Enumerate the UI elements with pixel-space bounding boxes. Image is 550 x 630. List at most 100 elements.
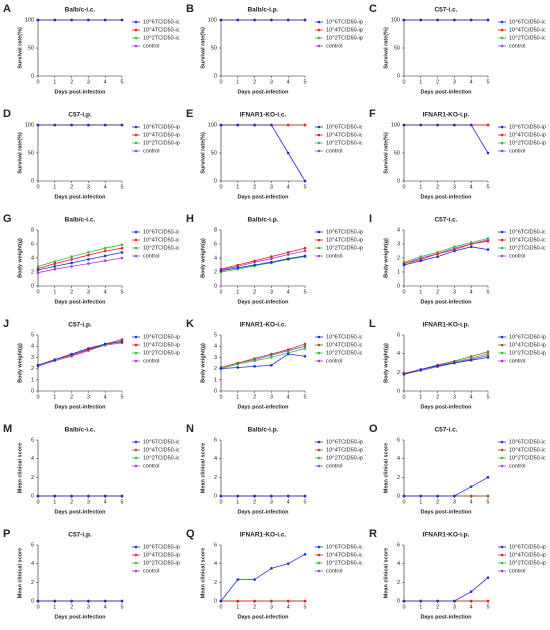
x-tick-label: 2 [436, 604, 439, 610]
data-point [270, 363, 273, 367]
legend-marker [134, 238, 138, 242]
legend-marker [500, 246, 504, 250]
series-line [403, 355, 489, 375]
data-point [36, 268, 40, 272]
data-point [53, 18, 57, 22]
data-point [236, 123, 240, 127]
legend-label: 10^4TCID50-ip [326, 447, 363, 453]
legend-marker [500, 125, 504, 129]
legend-label: 10^6TCID50-ip [326, 439, 363, 445]
data-point [286, 251, 290, 254]
x-tick-label: 0 [219, 79, 222, 85]
data-point [53, 123, 57, 127]
data-point [419, 259, 423, 263]
y-tick-label: 6 [397, 332, 400, 338]
legend-label: control [143, 568, 160, 574]
y-tick-label: 0 [397, 73, 400, 79]
legend-label: control [509, 358, 526, 364]
data-point [286, 18, 290, 22]
legend-label: 10^2TCID50-ip [509, 140, 546, 146]
x-tick-label: 1 [53, 394, 56, 400]
panel-title: Balb/c-i.c. [65, 217, 96, 224]
data-point [36, 123, 40, 127]
data-point [87, 258, 90, 261]
legend-marker [134, 230, 138, 234]
panel-letter: B [186, 3, 194, 15]
x-tick-label: 3 [453, 184, 456, 190]
x-tick-label: 5 [303, 289, 306, 295]
data-point [219, 494, 223, 498]
legend-marker [317, 456, 321, 460]
data-point [36, 265, 40, 268]
x-tick-label: 5 [486, 289, 489, 295]
y-tick-label: 0 [397, 283, 400, 289]
x-tick-label: 5 [486, 499, 489, 505]
legend-label: 10^2TCID50-ic [509, 245, 546, 251]
data-point [469, 357, 473, 360]
data-point [103, 254, 107, 258]
legend-label: control [509, 463, 526, 469]
y-axis-label: Mean clinical score [17, 443, 23, 493]
x-tick-label: 3 [87, 499, 90, 505]
data-point [70, 265, 73, 268]
data-point [236, 578, 240, 581]
series-line [220, 343, 306, 368]
legend-label: 10^4TCID50-ic [326, 552, 363, 558]
panel-letter: K [186, 318, 194, 330]
legend-marker [134, 569, 138, 573]
y-tick-label: 4 [214, 561, 217, 567]
x-tick-label: 1 [236, 394, 239, 400]
data-point [286, 257, 290, 261]
legend-label: control [326, 463, 343, 469]
legend-label: 10^2TCID50-ip [143, 560, 180, 566]
series-line [221, 124, 306, 182]
y-tick-label: 2 [397, 255, 400, 261]
x-tick-label: 4 [104, 499, 107, 505]
legend-marker [500, 141, 504, 145]
x-tick-label: 5 [303, 184, 306, 190]
legend-marker [317, 149, 321, 153]
series-line [37, 340, 123, 366]
series-line [37, 341, 123, 366]
x-tick-label: 1 [53, 289, 56, 295]
panel-title: IFNAR1-KO-i.c. [240, 112, 287, 119]
x-tick-label: 2 [70, 499, 73, 505]
legend-label: control [143, 43, 160, 49]
data-point [120, 243, 124, 246]
legend-marker [500, 440, 504, 444]
series-line [220, 255, 306, 271]
legend-marker [134, 133, 138, 137]
data-point [270, 356, 273, 359]
y-tick-label: 2 [214, 475, 217, 481]
series-line [37, 247, 123, 269]
data-point [286, 599, 290, 603]
y-tick-label: 4 [31, 456, 34, 462]
data-point [103, 342, 107, 346]
data-point [436, 255, 439, 258]
x-tick-label: 4 [104, 184, 107, 190]
data-point [469, 245, 473, 249]
data-point [286, 151, 290, 155]
x-tick-label: 0 [36, 184, 39, 190]
data-point [236, 263, 240, 267]
legend-label: 10^4TCID50-ip [143, 342, 180, 348]
y-tick-label: 4 [214, 344, 217, 350]
legend-marker [500, 359, 504, 363]
x-tick-label: 0 [219, 499, 222, 505]
y-tick-label: 4 [31, 255, 34, 261]
x-tick-label: 3 [453, 79, 456, 85]
data-point [303, 599, 307, 603]
legend-label: 10^6TCID50-ic [143, 19, 180, 25]
data-point [419, 368, 423, 371]
legend-label: 10^2TCID50-ic [326, 560, 363, 566]
series-line [37, 342, 123, 367]
x-tick-label: 0 [402, 184, 405, 190]
legend-label: 10^6TCID50-ip [143, 334, 180, 340]
x-tick-label: 4 [470, 184, 473, 190]
panel-title: C57-i.c. [434, 7, 457, 14]
data-point [402, 123, 406, 127]
y-tick-label: 4 [397, 351, 400, 357]
y-axis-label: Survival rate(%) [17, 132, 23, 174]
y-axis-label: Body weight(g) [383, 343, 389, 383]
data-point [469, 242, 473, 246]
